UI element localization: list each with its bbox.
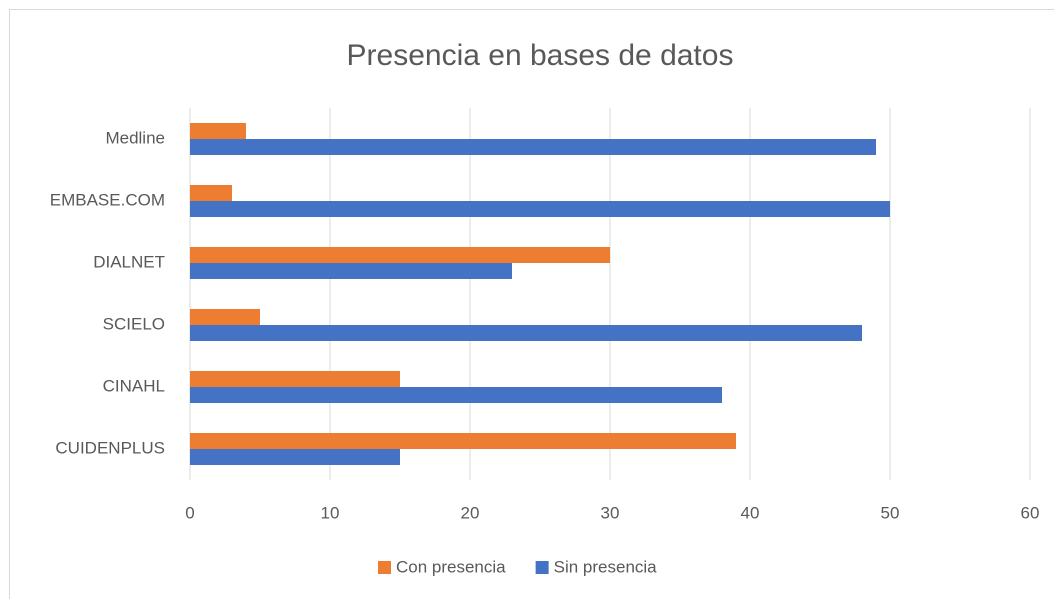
x-tick-label: 40 xyxy=(741,503,760,522)
y-tick-label: CUIDENPLUS xyxy=(55,438,165,457)
bar xyxy=(190,309,260,325)
chart-border xyxy=(9,9,1054,599)
chart-title: Presencia en bases de datos xyxy=(347,39,734,72)
legend-swatch xyxy=(378,561,391,574)
legend-label: Sin presencia xyxy=(554,557,658,576)
x-tick-label: 0 xyxy=(185,503,194,522)
x-tick-label: 50 xyxy=(881,503,900,522)
bar xyxy=(190,263,512,279)
y-tick-label: CINAHL xyxy=(103,376,165,395)
y-tick-label: Medline xyxy=(105,128,165,147)
bar xyxy=(190,139,876,155)
x-tick-label: 20 xyxy=(461,503,480,522)
x-tick-label: 30 xyxy=(601,503,620,522)
y-tick-label: DIALNET xyxy=(93,252,165,271)
x-tick-label: 60 xyxy=(1021,503,1040,522)
legend-swatch xyxy=(535,561,549,574)
x-tick-label: 10 xyxy=(321,503,340,522)
y-tick-label: EMBASE.COM xyxy=(50,190,165,209)
bar xyxy=(190,433,736,449)
legend-label: Con presencia xyxy=(396,557,506,576)
bar xyxy=(190,371,400,387)
bar xyxy=(190,387,722,403)
bar xyxy=(190,123,246,139)
bar xyxy=(190,185,232,201)
bar xyxy=(190,247,610,263)
bar xyxy=(190,449,400,465)
bar xyxy=(190,201,890,217)
bar xyxy=(190,325,862,341)
y-tick-label: SCIELO xyxy=(103,314,165,333)
